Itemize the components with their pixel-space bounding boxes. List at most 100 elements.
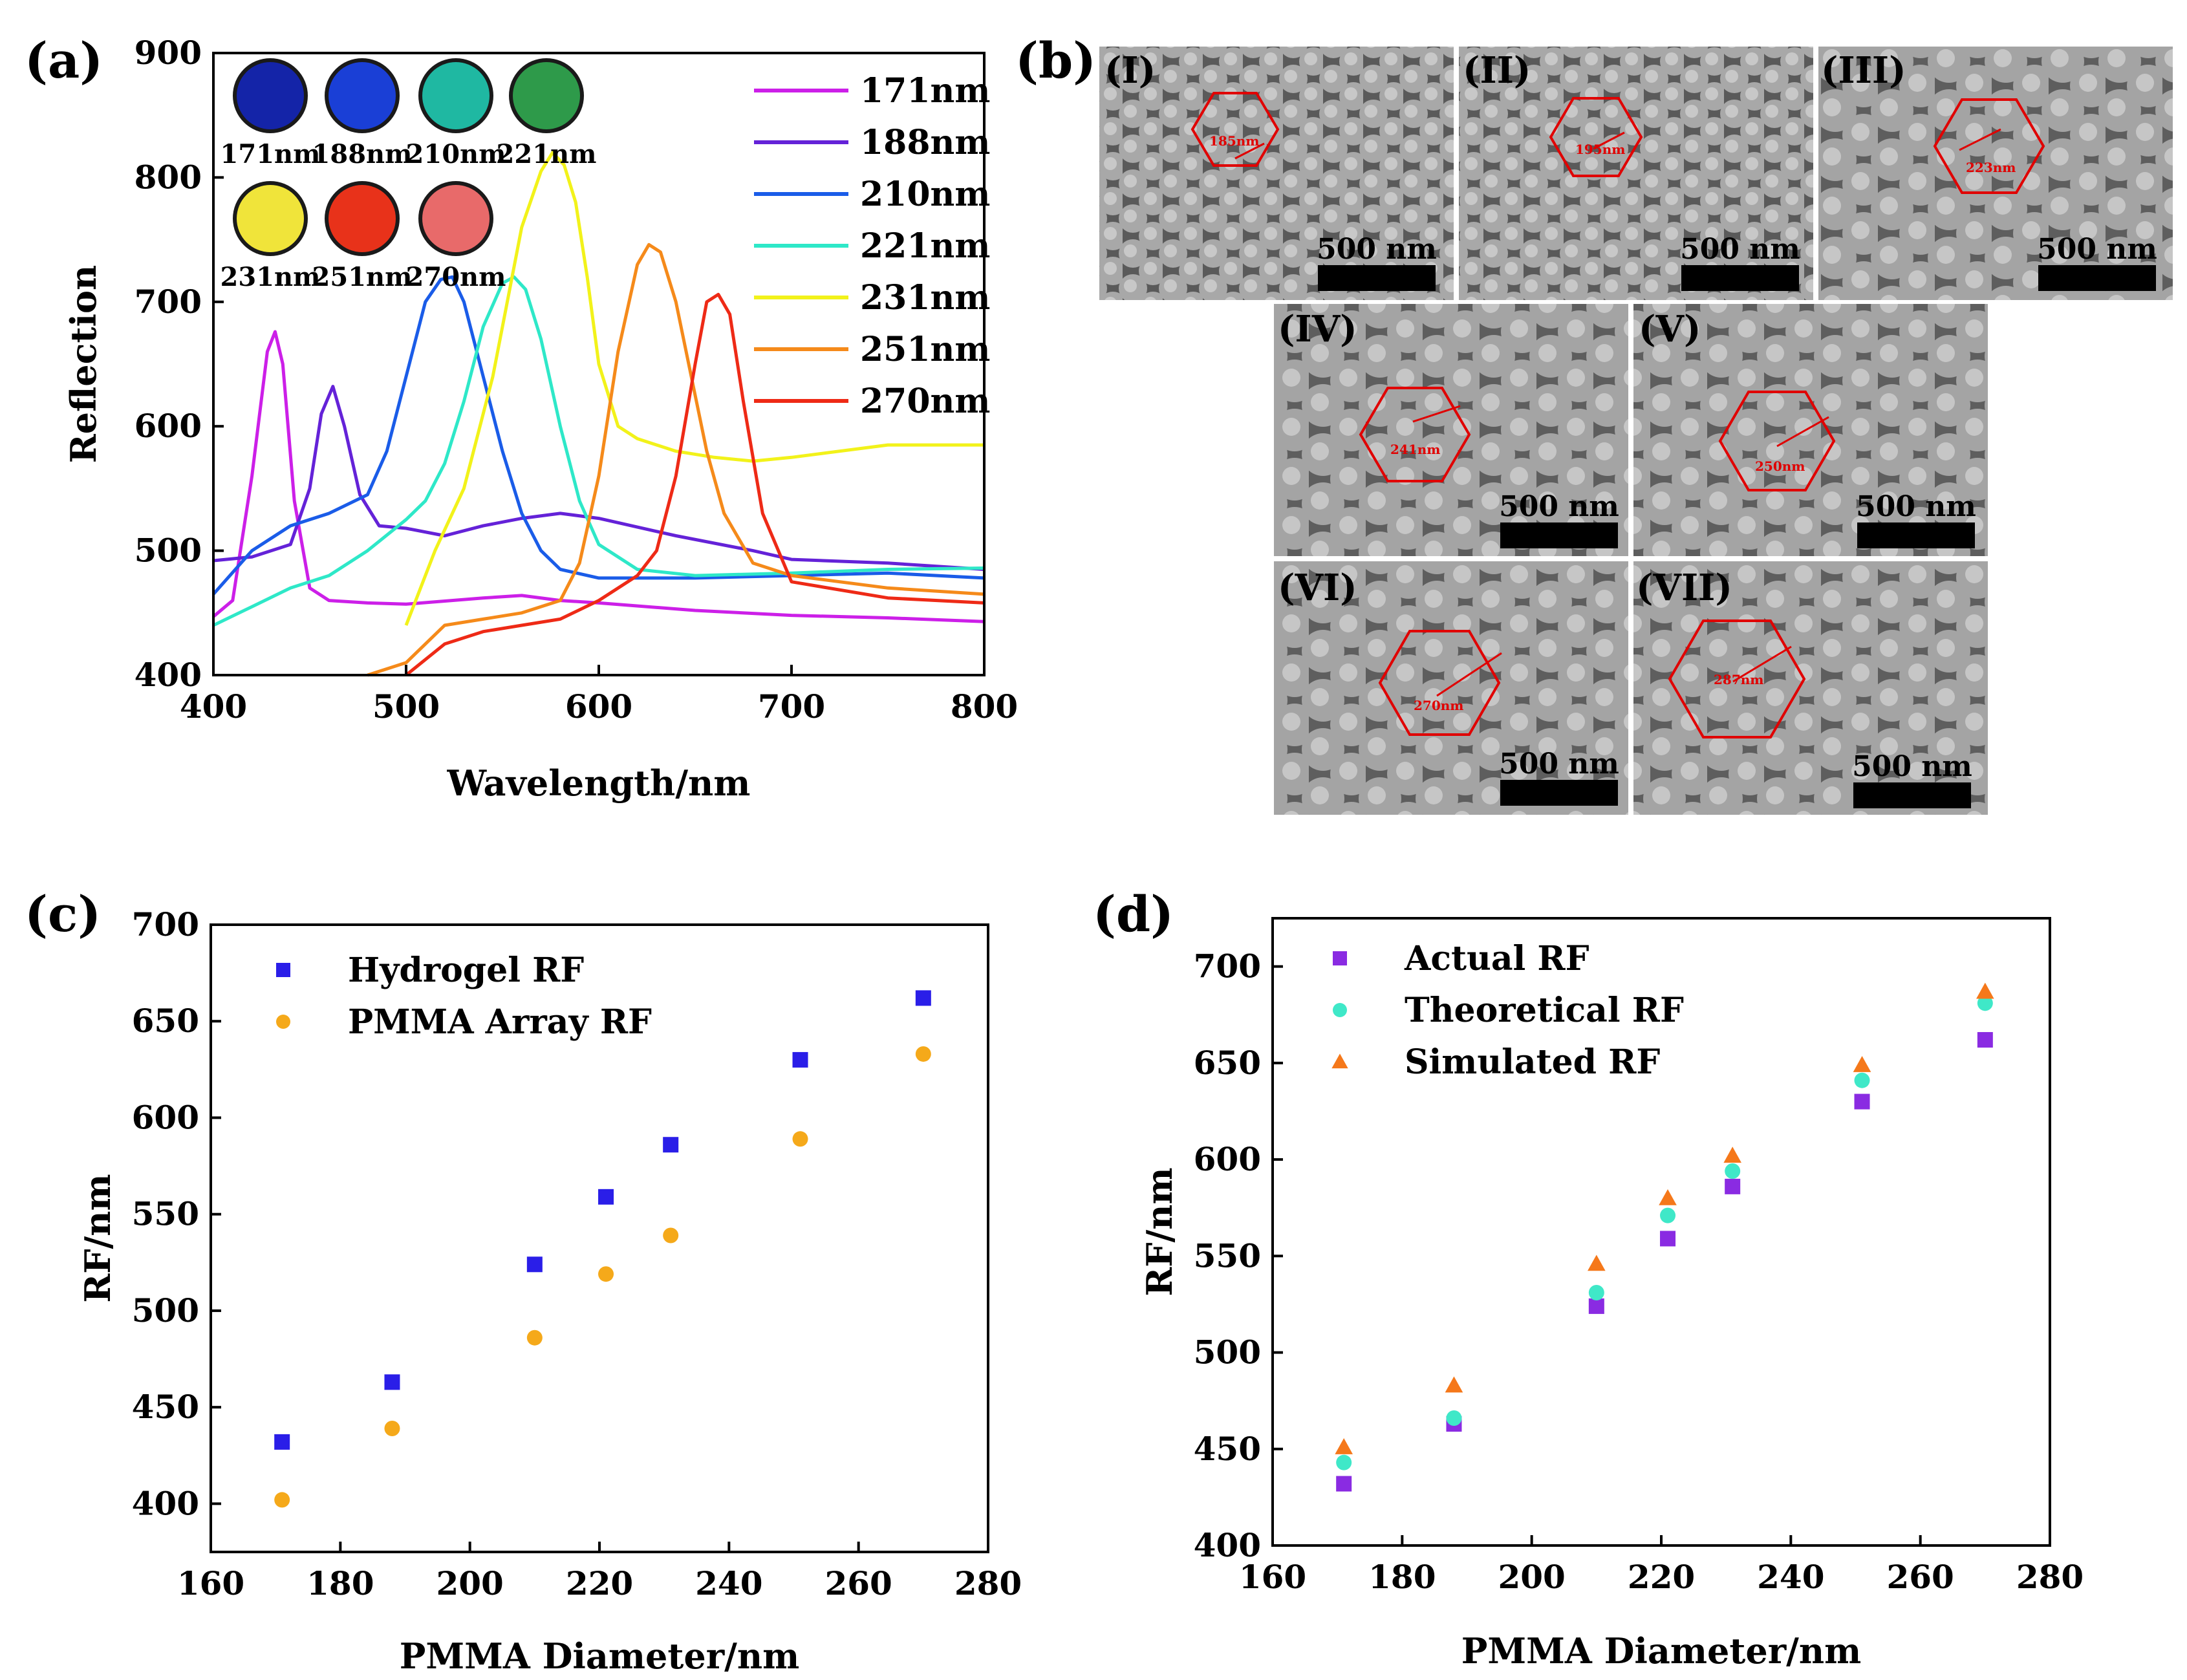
chart-a-swatch-label: 210nm: [406, 139, 506, 169]
chart-a-legend-label: 188nm: [860, 123, 990, 162]
chart-a-legend-label: 231nm: [860, 278, 990, 318]
chart-a-series-171nm: [212, 330, 985, 623]
chart-d-ytick-label: 400: [1194, 1526, 1261, 1564]
chart-d-xtick-label: 200: [1498, 1558, 1565, 1596]
chart-d-point-theoretical-rf: [1725, 1163, 1741, 1179]
chart-c-legend-marker: [276, 963, 290, 977]
chart-a-xtick-label: 500: [372, 687, 440, 726]
chart-d-legend-marker: [1331, 1053, 1348, 1069]
chart-d-point-simulated-rf: [1976, 982, 1994, 999]
chart-a-legend-label: 221nm: [860, 226, 990, 266]
sem-image-3: 223nm (III) 500 nm: [1818, 47, 2173, 300]
chart-a-series-221nm: [212, 275, 985, 627]
sem-label-1: (I): [1104, 49, 1156, 92]
panel-b-sem-images: 185nm (I) 500 nm 195nm (II) 500 nm 223nm…: [1099, 47, 2173, 815]
chart-d-point-theoretical-rf: [1660, 1207, 1676, 1223]
chart-d-xtick-label: 160: [1239, 1558, 1306, 1596]
chart-a-swatch: [237, 185, 304, 252]
chart-a-reflection-spectra: 400 500 600 700 800 400 500 600 700 800 900 Wavele…: [63, 34, 1018, 804]
sem-size-label-2: 195nm: [1575, 142, 1625, 157]
chart-d-legend-marker: [1333, 951, 1347, 965]
chart-d-xtick-label: 180: [1368, 1558, 1436, 1596]
chart-c-legend-marker: [276, 1015, 290, 1029]
sem-size-label-5: 250nm: [1755, 458, 1805, 474]
chart-a-ytick-label: 700: [135, 283, 202, 321]
chart-a-series-210nm: [212, 275, 985, 596]
sem-size-label-1: 185nm: [1209, 133, 1259, 149]
chart-a-swatch: [329, 185, 396, 252]
chart-d-xtick-label: 280: [2016, 1558, 2084, 1596]
chart-d-ytick-label: 700: [1194, 947, 1261, 985]
chart-d-legend: Actual RF Theoretical RF Simulated RF: [1331, 939, 1684, 1082]
sem-size-label-3: 223nm: [1966, 160, 2016, 175]
chart-d-xtick-label: 220: [1628, 1558, 1695, 1596]
chart-d-xlabel: PMMA Diameter/nm: [1461, 1630, 1862, 1672]
chart-c-legend-label: PMMA Array RF: [348, 1002, 652, 1042]
chart-d-point-simulated-rf: [1853, 1056, 1871, 1072]
chart-a-xtick-label: 700: [758, 687, 825, 726]
chart-a-series-group: [212, 151, 985, 677]
sem-label-7: (VII): [1636, 566, 1732, 609]
chart-a-legend-label: 210nm: [860, 175, 990, 214]
chart-c-ytick-label: 650: [132, 1002, 199, 1040]
chart-c-xtick-label: 180: [307, 1564, 374, 1602]
chart-c-points: [274, 990, 931, 1508]
sem-image-2: 195nm (II) 500 nm: [1459, 47, 1813, 300]
chart-c-point-pmma-array-rf: [792, 1131, 808, 1147]
chart-a-xtick-label: 400: [180, 687, 247, 726]
chart-c-scatter: 160 180 200 220 240 260 280 400 450 500 550 600 650 7…: [77, 905, 1022, 1677]
chart-a-swatch-label: 270nm: [406, 262, 506, 292]
chart-a-series-188nm: [213, 385, 985, 571]
chart-c-ytick-label: 400: [132, 1484, 199, 1522]
chart-d-point-actual-rf: [1725, 1178, 1741, 1194]
chart-d-ticks: 160 180 200 220 240 260 280 400 450 500 550 600 650 7…: [1194, 947, 2084, 1596]
chart-d-points: [1335, 982, 1994, 1492]
chart-c-ytick-label: 600: [132, 1098, 199, 1136]
chart-a-legend-label: 171nm: [860, 71, 990, 111]
chart-a-series-270nm: [405, 292, 985, 676]
chart-c-xtick-label: 260: [824, 1564, 892, 1602]
chart-c-xtick-label: 240: [695, 1564, 762, 1602]
sem-scale-5: 500 nm: [1856, 490, 1976, 523]
sem-scale-2: 500 nm: [1680, 233, 1800, 266]
panel-label-b: (b): [1015, 32, 1096, 89]
chart-c-point-hydrogel-rf: [598, 1189, 614, 1205]
chart-d-legend-label: Theoretical RF: [1405, 991, 1684, 1030]
chart-c-ticks: 160 180 200 220 240 260 280 400 450 500 550 600 650 7…: [132, 905, 1022, 1602]
chart-d-ylabel: RF/nm: [1139, 1167, 1180, 1296]
panel-label-d: (d): [1093, 885, 1174, 943]
sem-scale-7: 500 nm: [1852, 750, 1972, 783]
sem-scale-4: 500 nm: [1499, 490, 1619, 523]
chart-a-swatch-label: 251nm: [312, 262, 413, 292]
chart-d-point-actual-rf: [1854, 1093, 1870, 1110]
chart-c-ytick-label: 700: [132, 905, 199, 943]
chart-a-swatch-label: 171nm: [221, 139, 321, 169]
chart-d-ytick-label: 450: [1194, 1430, 1261, 1468]
chart-c-point-pmma-array-rf: [663, 1227, 679, 1244]
sem-image-6: 270nm (VI) 500 nm: [1274, 561, 1628, 815]
chart-a-swatch-label: 188nm: [312, 139, 413, 169]
chart-a-swatch: [237, 62, 304, 129]
chart-d-point-actual-rf: [1660, 1231, 1676, 1247]
chart-d-point-actual-rf: [1336, 1476, 1352, 1492]
chart-c-point-pmma-array-rf: [384, 1420, 400, 1436]
chart-a-xtick-label: 600: [565, 687, 632, 726]
chart-c-point-hydrogel-rf: [384, 1374, 400, 1390]
chart-c-xtick-label: 280: [954, 1564, 1022, 1602]
chart-c-point-pmma-array-rf: [274, 1492, 290, 1508]
chart-c-point-hydrogel-rf: [274, 1434, 290, 1450]
chart-a-legend: 171nm 188nm 210nm 221nm 231nm 251nm 270nm: [754, 71, 990, 421]
chart-d-legend-label: Simulated RF: [1405, 1042, 1660, 1082]
chart-c-point-pmma-array-rf: [526, 1330, 543, 1346]
sem-scale-1: 500 nm: [1317, 233, 1437, 266]
chart-c-point-hydrogel-rf: [792, 1051, 808, 1068]
chart-d-point-actual-rf: [1977, 1032, 1993, 1048]
chart-c-point-hydrogel-rf: [915, 990, 931, 1006]
sem-image-1: 185nm (I) 500 nm: [1099, 47, 1454, 300]
sem-scale-6: 500 nm: [1499, 748, 1619, 781]
chart-a-swatch: [422, 62, 490, 129]
sem-image-5: 250nm (V) 500 nm: [1633, 304, 1988, 556]
chart-a-swatch: [329, 62, 396, 129]
sem-label-6: (VI): [1278, 566, 1357, 609]
